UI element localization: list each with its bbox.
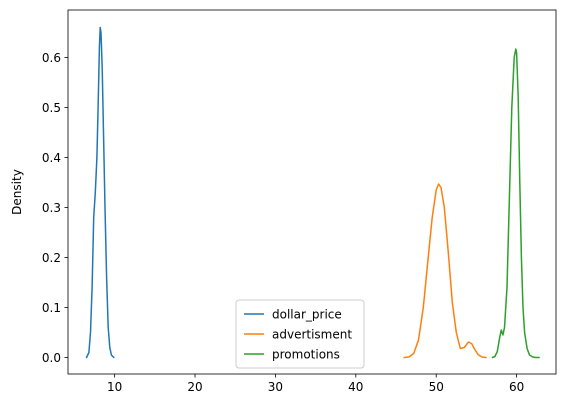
y-tick-label: 0.6	[42, 51, 61, 65]
legend-box	[235, 299, 365, 369]
series-line-dollar-price	[85, 26, 115, 359]
series-line-advertisment	[403, 183, 487, 359]
x-tick-label: 10	[107, 380, 122, 394]
legend-label-advertisment: advertisment	[272, 327, 352, 341]
y-tick-label: 0.5	[42, 101, 61, 115]
y-tick-label: 0.3	[42, 201, 61, 215]
y-axis: 0.0 0.1 0.2 0.3 0.4 0.5 0.6	[42, 51, 68, 365]
x-axis: 10 20 30 40 50 60	[107, 374, 524, 394]
y-axis-label: Density	[10, 169, 24, 215]
x-tick-label: 60	[509, 380, 524, 394]
legend-label-promotions: promotions	[272, 347, 340, 361]
y-tick-label: 0.2	[42, 251, 61, 265]
legend-label-dollar-price: dollar_price	[272, 307, 342, 321]
x-tick-label: 50	[429, 380, 444, 394]
y-tick-label: 0.0	[42, 351, 61, 365]
x-tick-label: 20	[187, 380, 202, 394]
y-tick-label: 0.4	[42, 151, 61, 165]
legend: dollar_price advertisment promotions	[235, 299, 365, 369]
series-line-promotions	[491, 48, 540, 359]
plot-area	[85, 26, 540, 359]
axes-frame	[67, 9, 557, 375]
y-tick-label: 0.1	[42, 301, 61, 315]
x-tick-label: 40	[348, 380, 363, 394]
x-tick-label: 30	[268, 380, 283, 394]
